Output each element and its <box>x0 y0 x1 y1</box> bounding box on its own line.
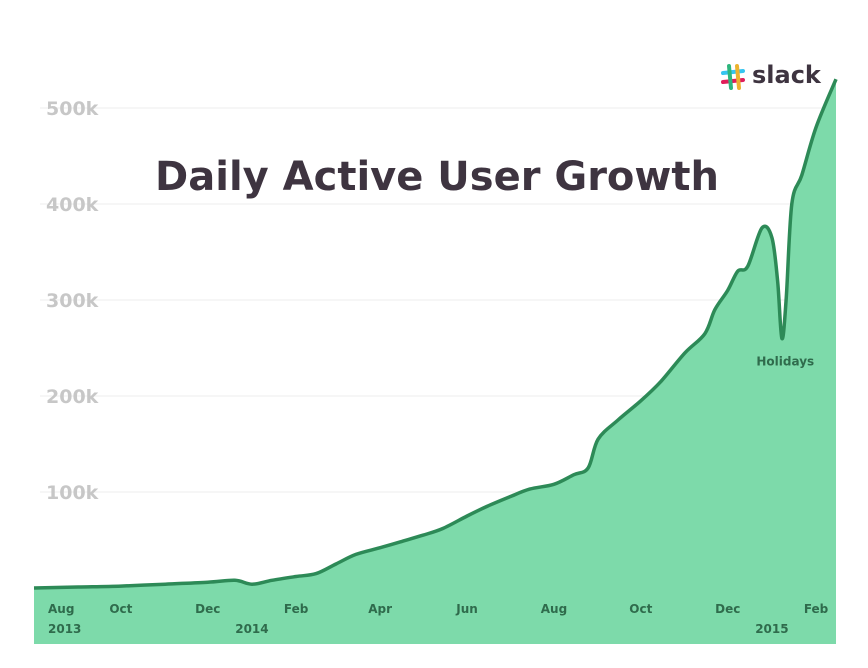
logo-bar-2 <box>727 64 733 90</box>
x-tick-label: Dec <box>195 602 220 616</box>
logo-bar-3 <box>735 64 741 90</box>
slack-logo: slack <box>721 61 822 90</box>
x-tick-label: Dec <box>715 602 740 616</box>
x-year-label: 2014 <box>235 622 268 636</box>
x-tick-label: Aug <box>541 602 567 616</box>
y-tick-label: 100k <box>46 482 99 504</box>
y-tick-label: 500k <box>46 98 99 120</box>
x-tick-label: Oct <box>109 602 132 616</box>
x-tick-label: Apr <box>368 602 392 616</box>
dau-line <box>33 78 838 590</box>
y-tick-label: 400k <box>46 194 99 216</box>
slack-logo-text: slack <box>752 61 822 89</box>
x-year-label: 2015 <box>755 622 788 636</box>
x-tick-label: Aug <box>48 602 74 616</box>
y-axis-tick-labels: 100k 200k 300k 400k 500k <box>46 98 99 504</box>
chart-title: Daily Active User Growth <box>155 154 719 200</box>
x-tick-label: Feb <box>804 602 829 616</box>
x-tick-year-label: 2013 <box>48 622 81 636</box>
slack-logo-icon <box>721 64 745 90</box>
annotation-holidays: Holidays <box>756 354 814 368</box>
x-tick-label: Jun <box>455 602 478 616</box>
dau-area <box>34 79 836 644</box>
y-tick-label: 200k <box>46 386 99 408</box>
y-tick-label: 300k <box>46 290 99 312</box>
x-tick-label: Feb <box>284 602 309 616</box>
x-tick-label: Oct <box>629 602 652 616</box>
x-axis-tick-labels: Aug 2013 Oct Dec Feb Apr Jun Aug Oct Dec Feb 2014 20… <box>48 602 829 636</box>
logo-bar-0 <box>721 69 745 75</box>
